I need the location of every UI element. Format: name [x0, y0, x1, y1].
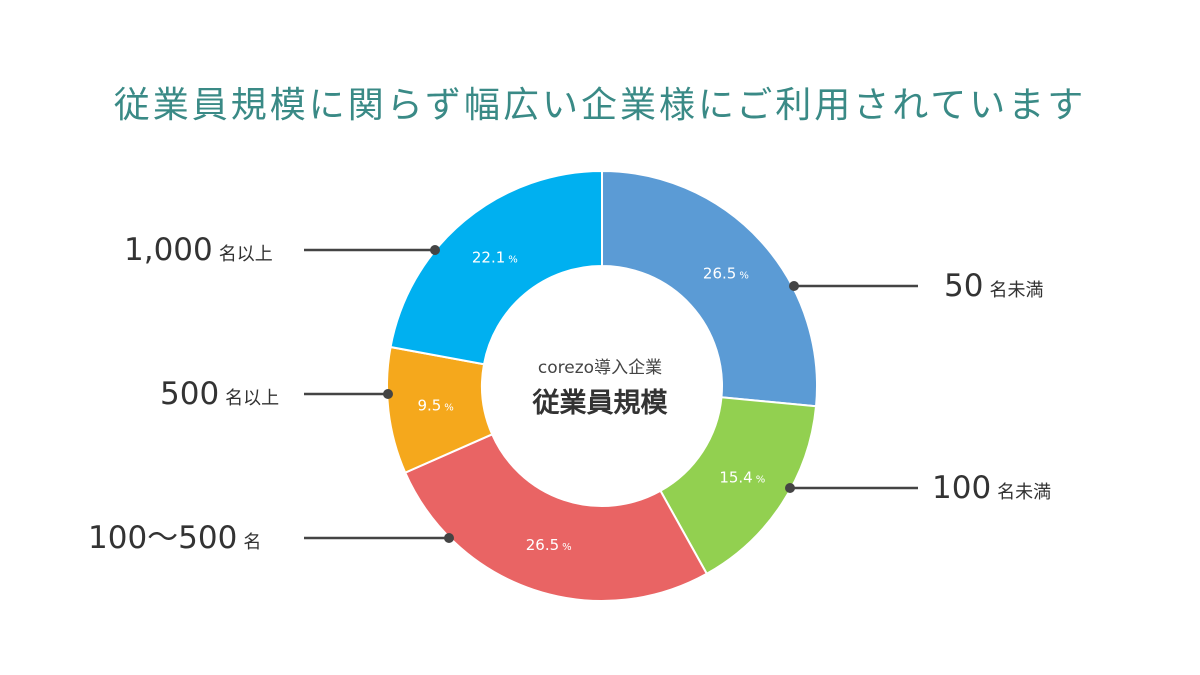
leader-dot	[383, 389, 393, 399]
slice-value-label: 22.1%	[472, 248, 518, 266]
slice-value-label: 15.4%	[719, 469, 765, 487]
center-label-main: 従業員規模	[532, 388, 668, 419]
slices-layer	[386, 169, 818, 602]
slice-value-label: 26.5%	[703, 264, 749, 282]
leader-dot	[444, 533, 454, 543]
leader-lines-layer	[304, 245, 918, 543]
slice-value-label: 26.5%	[526, 536, 572, 554]
leader-dot	[785, 483, 795, 493]
slice-3	[403, 433, 709, 602]
center-label-sub: corezo導入企業	[538, 358, 662, 378]
slice-5	[389, 169, 603, 366]
slice-value-label: 9.5%	[417, 396, 453, 414]
category-label: 100〜500 名	[88, 520, 261, 556]
leader-dot	[789, 281, 799, 291]
slice-1	[601, 169, 818, 408]
slice-2	[659, 396, 818, 576]
category-label: 1,000 名以上	[124, 232, 273, 268]
category-label: 500 名以上	[160, 376, 279, 412]
labels-layer: 26.5% 50 名未満 15.4% 100 名未満 26.5 % 100〜500 名 9.5 % 50…	[88, 232, 1051, 556]
category-label: 50 名未満	[944, 268, 1043, 304]
category-label: 100 名未満	[932, 470, 1051, 506]
leader-dot	[430, 245, 440, 255]
page-title: 従業員規模に関らず幅広い企業様にご利用されています	[113, 85, 1087, 126]
